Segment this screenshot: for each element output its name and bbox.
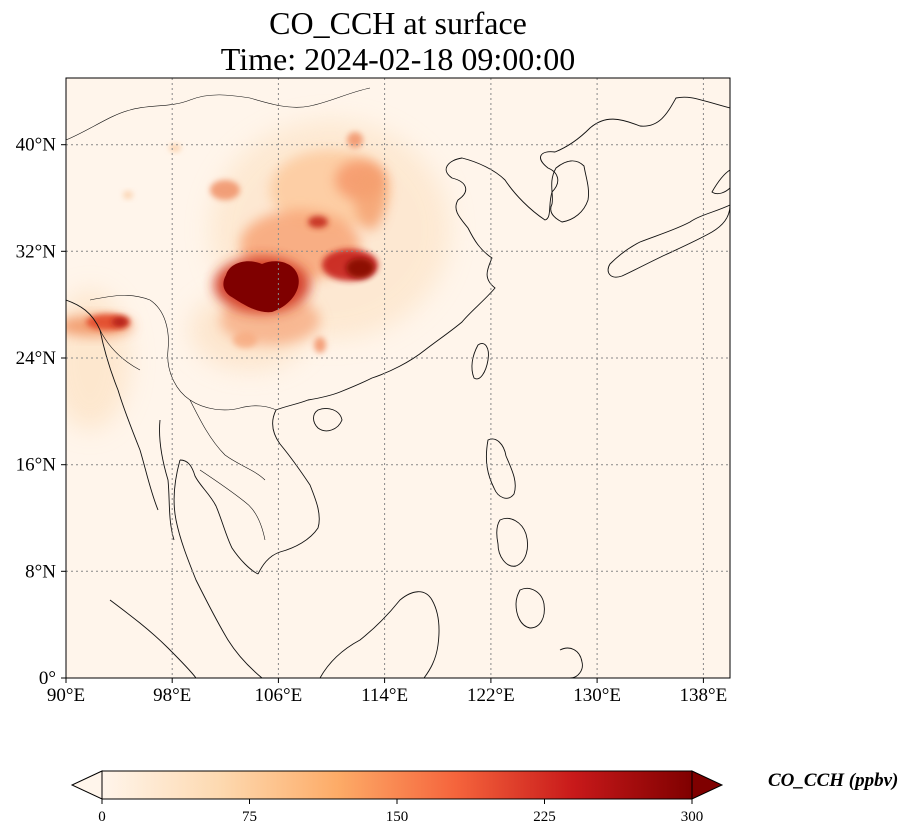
colorbar-title: CO_CCH (ppbv) — [768, 770, 899, 791]
coastlines — [66, 96, 730, 678]
lon-tick-label: 106°E — [255, 685, 303, 706]
map-title: CO_CCH at surface — [269, 5, 527, 41]
colorbar-tick-label: 300 — [681, 809, 704, 825]
lon-tick-label: 114°E — [361, 685, 408, 706]
latitude-tick-labels: 0° 8°N 16°N 24°N 32°N 40°N — [16, 135, 57, 689]
lon-tick-label: 90°E — [47, 685, 85, 706]
map-frame — [65, 77, 731, 679]
lat-tick-label: 32°N — [16, 241, 57, 262]
concentration-field — [66, 78, 730, 678]
colorbar-gradient — [102, 771, 692, 799]
lon-tick-label: 130°E — [573, 685, 621, 706]
axis-ticks — [61, 144, 704, 683]
lat-tick-label: 8°N — [25, 561, 56, 582]
colorbar: 0 75 150 225 300 — [70, 770, 724, 825]
colorbar-tick-label: 75 — [242, 809, 257, 825]
colorbar-min-extend — [70, 770, 103, 800]
lat-tick-label: 0° — [39, 668, 56, 689]
longitude-tick-labels: 90°E 98°E 106°E 114°E 122°E 130°E 138°E — [47, 685, 727, 706]
lat-tick-label: 16°N — [16, 455, 57, 476]
lat-tick-label: 24°N — [16, 348, 57, 369]
colorbar-max-extend — [691, 770, 724, 800]
lon-tick-label: 98°E — [153, 685, 191, 706]
colorbar-tick-label: 225 — [533, 809, 556, 825]
map-time-subtitle: Time: 2024-02-18 09:00:00 — [220, 41, 576, 77]
colorbar-tick-label: 0 — [98, 809, 106, 825]
colorbar-tick-label: 150 — [386, 809, 409, 825]
lat-tick-label: 40°N — [16, 135, 57, 156]
lon-tick-label: 138°E — [680, 685, 728, 706]
country-borders — [66, 87, 371, 541]
lon-tick-label: 122°E — [467, 685, 515, 706]
gridlines — [66, 78, 730, 678]
